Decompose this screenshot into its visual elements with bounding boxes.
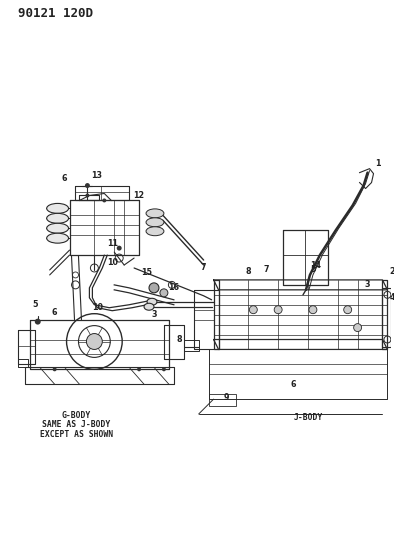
Circle shape [102,198,106,203]
Circle shape [249,306,257,314]
Text: 10: 10 [92,303,103,312]
Ellipse shape [146,218,164,227]
Ellipse shape [144,303,154,310]
Text: 4: 4 [390,293,394,302]
Text: 16: 16 [168,284,179,293]
Bar [184,340,199,351]
Text: 12: 12 [134,191,145,200]
Ellipse shape [47,204,69,213]
Text: 3: 3 [151,310,157,319]
Ellipse shape [47,223,69,233]
Text: 6: 6 [52,308,58,317]
Ellipse shape [47,233,69,243]
Text: EXCEPT AS SHOWN: EXCEPT AS SHOWN [40,430,113,439]
Text: 1: 1 [375,159,380,168]
Ellipse shape [147,298,157,305]
Text: G-BODY: G-BODY [62,410,91,419]
Circle shape [137,367,141,372]
Circle shape [274,306,282,314]
Text: 5: 5 [310,265,316,274]
Text: 10: 10 [107,257,118,266]
Text: 9: 9 [224,393,229,402]
Circle shape [354,324,362,332]
Text: 8: 8 [176,335,182,344]
Circle shape [309,306,317,314]
Bar [208,394,236,406]
Text: SAME AS J-BODY: SAME AS J-BODY [43,421,111,430]
Text: 14: 14 [310,261,322,270]
Circle shape [162,367,166,372]
Text: 90121 120D: 90121 120D [18,7,93,20]
Text: 6: 6 [290,379,296,389]
Text: 3: 3 [365,280,370,289]
Circle shape [160,289,168,297]
Circle shape [86,334,102,350]
Text: 8: 8 [245,268,251,277]
Ellipse shape [146,227,164,236]
Circle shape [85,183,90,188]
Text: 7: 7 [264,265,269,274]
Circle shape [149,283,159,293]
Circle shape [85,193,89,197]
Text: 2: 2 [390,268,394,277]
Circle shape [117,246,122,251]
Text: 6: 6 [62,174,67,183]
Ellipse shape [146,209,164,218]
Text: 11: 11 [107,239,118,248]
Text: J-BODY: J-BODY [293,413,323,422]
Circle shape [53,367,57,372]
Text: 15: 15 [141,269,152,278]
Text: 13: 13 [91,171,102,180]
Circle shape [35,319,41,325]
Text: 7: 7 [201,263,206,272]
Circle shape [344,306,352,314]
Ellipse shape [47,213,69,223]
Text: 5: 5 [32,300,37,309]
